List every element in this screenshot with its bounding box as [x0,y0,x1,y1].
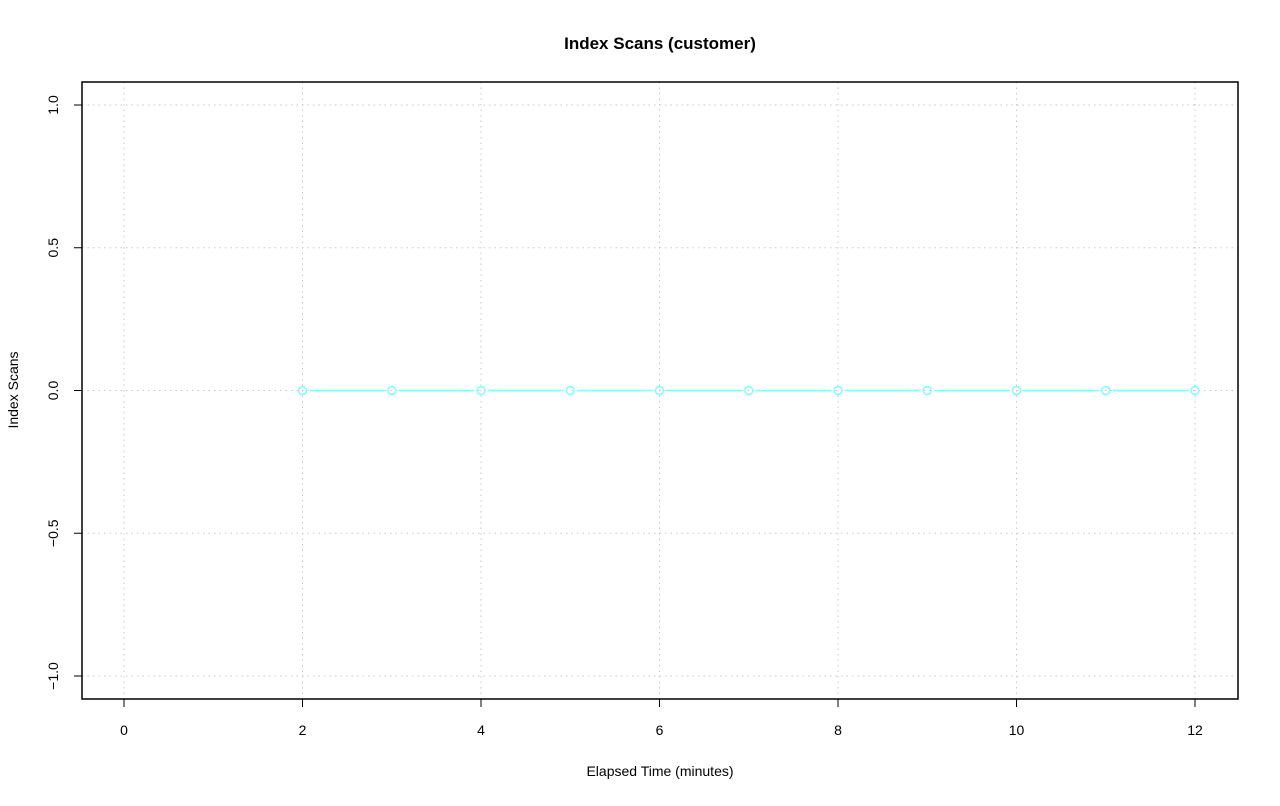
x-axis: 0 2 4 6 8 10 12 [120,699,1203,738]
data-point [922,385,932,396]
x-tick-label: 4 [477,722,485,738]
data-point [387,385,397,396]
y-tick-label: −0.5 [45,519,61,547]
series-layer [297,385,1200,396]
y-tick-label: −1.0 [45,662,61,690]
data-point [833,385,843,396]
x-tick-label: 2 [299,722,307,738]
x-axis-label: Elapsed Time (minutes) [586,763,733,779]
y-axis-label: Index Scans [5,351,21,428]
x-tick-label: 0 [120,722,128,738]
chart-title: Index Scans (customer) [564,34,756,53]
data-point [1011,385,1022,396]
data-point [476,385,486,396]
data-point [744,385,754,396]
x-tick-label: 6 [656,722,664,738]
data-point [297,385,308,396]
x-tick-label: 10 [1009,722,1025,738]
y-tick-label: 1.0 [45,95,61,115]
data-point [1190,385,1200,396]
y-axis: −1.0 −0.5 0.0 0.5 1.0 [45,95,82,690]
y-tick-label: 0.5 [45,238,61,258]
data-point [565,385,575,396]
x-tick-label: 12 [1187,722,1203,738]
x-tick-label: 8 [834,722,842,738]
y-tick-label: 0.0 [45,381,61,401]
data-point [1101,385,1111,396]
data-point [654,385,665,396]
